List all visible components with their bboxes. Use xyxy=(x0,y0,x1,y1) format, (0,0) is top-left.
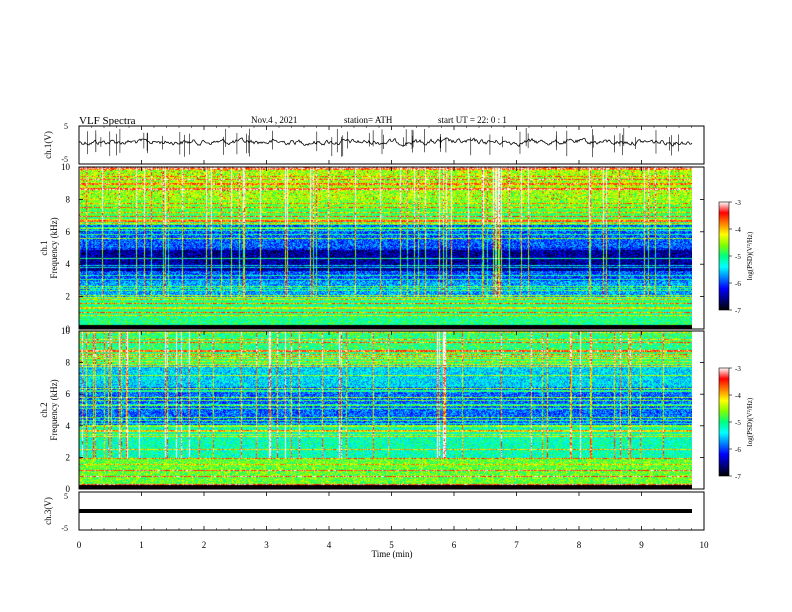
x-axis-ticks: 0 1 2 3 4 5 6 7 8 9 10 xyxy=(77,126,709,550)
x-tick-label: 3 xyxy=(264,540,269,550)
y-tick-label: 6 xyxy=(66,227,71,237)
ch1-spectrogram-image xyxy=(79,167,692,329)
ch2-colorbar: -3 -4 -5 -6 -7 log(PSD)(V²/Hz) xyxy=(718,365,754,481)
colorbar-tick-label: -6 xyxy=(735,446,741,454)
colorbar-tick-label: -4 xyxy=(735,392,741,400)
start-ut-label: start UT = 22: 0 : 1 xyxy=(438,115,507,125)
ch3-ytick-bottom: -5 xyxy=(61,524,68,533)
ch2-spec-ylabel-ch: ch.2 xyxy=(39,402,49,417)
y-tick-label: 2 xyxy=(66,452,71,462)
x-tick-label: 4 xyxy=(327,540,332,550)
y-tick-label: 4 xyxy=(66,259,71,269)
ch3-waveform-ylabel: ch.3(V) xyxy=(43,497,53,525)
ch1-colorbar-gradient xyxy=(719,202,729,310)
ch1-waveform-spikes xyxy=(87,128,679,158)
colorbar-tick-label: -7 xyxy=(735,473,741,481)
ch1-spec-ylabel-ch: ch.1 xyxy=(39,240,49,255)
ch1-ytick-bottom: -5 xyxy=(61,155,68,164)
ch2-colorbar-ticks: -3 -4 -5 -6 -7 xyxy=(729,365,741,481)
ch1-spec-yticks: 0 2 4 6 8 10 xyxy=(61,162,704,334)
x-tick-label: 8 xyxy=(577,540,582,550)
x-tick-label: 2 xyxy=(202,540,207,550)
date-label: Nov.4 , 2021 xyxy=(251,115,297,125)
ch1-ytick-top: 5 xyxy=(64,122,68,131)
ch1-colorbar-ticks: -3 -4 -5 -6 -7 xyxy=(729,199,741,315)
ch3-waveform-panel: 5 -5 ch.3(V) xyxy=(43,491,705,533)
y-tick-label: 6 xyxy=(66,389,71,399)
y-tick-label: 10 xyxy=(61,326,71,336)
y-tick-label: 10 xyxy=(61,162,71,172)
station-label: station= ATH xyxy=(344,115,393,125)
ch1-colorbar-label: log(PSD)(V²/Hz) xyxy=(746,231,754,280)
x-tick-label: 6 xyxy=(452,540,457,550)
x-tick-label: 10 xyxy=(700,540,710,550)
ch1-spectrogram-panel: ch.1 Frequency (kHz) 0 2 4 6 8 10 xyxy=(39,162,705,334)
ch1-colorbar: -3 -4 -5 -6 -7 log(PSD)(V²/Hz) xyxy=(718,199,754,315)
y-tick-label: 8 xyxy=(66,358,71,368)
ch2-spec-yticks: 0 2 4 6 8 10 xyxy=(61,326,704,494)
ch2-spectrogram-panel: ch.2 Frequency (kHz) 0 2 4 6 8 10 xyxy=(39,326,705,494)
colorbar-tick-label: -5 xyxy=(735,253,741,261)
ch2-spectrogram-image xyxy=(79,331,692,489)
colorbar-tick-label: -3 xyxy=(735,199,741,207)
x-tick-label: 9 xyxy=(639,540,644,550)
x-tick-label: 1 xyxy=(139,540,144,550)
colorbar-tick-label: -4 xyxy=(735,226,741,234)
ch2-spec-ylabel-freq: Frequency (kHz) xyxy=(49,379,59,440)
colorbar-tick-label: -5 xyxy=(735,419,741,427)
y-tick-label: 2 xyxy=(66,292,71,302)
ch3-ytick-top: 5 xyxy=(64,492,68,501)
ch2-colorbar-label: log(PSD)(V²/Hz) xyxy=(746,397,754,446)
colorbar-tick-label: -7 xyxy=(735,307,741,315)
ch2-colorbar-gradient xyxy=(719,368,729,476)
ch1-waveform-line xyxy=(78,137,693,148)
ch1-waveform-ylabel: ch.1(V) xyxy=(43,131,53,159)
y-tick-label: 0 xyxy=(66,324,71,334)
ch1-spec-ylabel-freq: Frequency (kHz) xyxy=(49,217,59,278)
colorbar-tick-label: -6 xyxy=(735,280,741,288)
y-tick-label: 0 xyxy=(66,484,71,494)
y-tick-label: 8 xyxy=(66,194,71,204)
x-tick-label: 5 xyxy=(389,540,394,550)
x-axis-label: Time (min) xyxy=(372,549,413,559)
ch1-waveform-panel: 5 -5 ch.1(V) xyxy=(43,122,705,165)
x-tick-label: 0 xyxy=(77,540,82,550)
y-tick-label: 4 xyxy=(66,421,71,431)
x-tick-label: 7 xyxy=(514,540,519,550)
colorbar-tick-label: -3 xyxy=(735,365,741,373)
figure-title: VLF Spectra xyxy=(79,115,136,127)
